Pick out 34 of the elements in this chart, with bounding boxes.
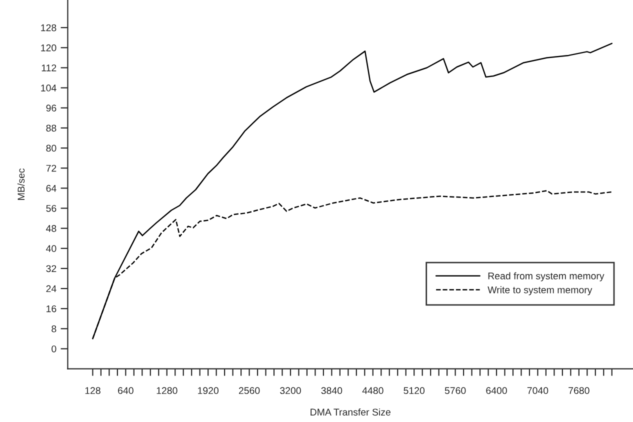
- x-tick-label: 7680: [568, 387, 590, 394]
- x-tick-label: 5120: [404, 387, 425, 394]
- y-tick-label: 72: [46, 164, 56, 172]
- x-tick-label: 1920: [198, 387, 219, 394]
- y-tick-label: 112: [42, 64, 56, 72]
- y-tick-label: 104: [41, 84, 56, 92]
- y-tick-label: 40: [46, 245, 56, 252]
- x-tick-label: 4480: [362, 387, 384, 394]
- y-tick-label: 88: [46, 124, 56, 132]
- legend-label: Write to system memory: [488, 286, 592, 296]
- y-tick-label: 128: [41, 24, 56, 32]
- x-tick-label: 5760: [444, 387, 466, 394]
- x-axis-title: DMA Transfer Size: [310, 408, 390, 416]
- x-tick-label: 2560: [238, 387, 260, 394]
- y-axis-title: MB/sec: [17, 168, 25, 200]
- y-tick-label: 64: [46, 184, 56, 192]
- y-tick-label: 16: [46, 305, 56, 312]
- y-tick-label: 8: [52, 325, 56, 332]
- y-tick-label: 24: [46, 285, 56, 292]
- y-tick-label: 0: [52, 345, 56, 352]
- x-tick-label: 1280: [156, 387, 178, 394]
- legend-label: Read from system memory: [488, 272, 604, 282]
- x-tick-label: 3200: [280, 387, 301, 394]
- y-tick-label: 48: [46, 225, 56, 232]
- x-tick-label: 7040: [527, 387, 548, 394]
- x-tick-label: 640: [118, 387, 134, 394]
- x-tick-label: 6400: [486, 387, 507, 394]
- y-tick-label: 32: [46, 265, 56, 272]
- y-tick-label: 120: [41, 44, 56, 52]
- y-tick-label: 80: [46, 144, 56, 152]
- y-tick-label: 96: [46, 104, 56, 112]
- x-tick-label: 128: [85, 387, 100, 394]
- y-tick-label: 56: [46, 204, 56, 212]
- x-tick-label: 3840: [321, 387, 342, 394]
